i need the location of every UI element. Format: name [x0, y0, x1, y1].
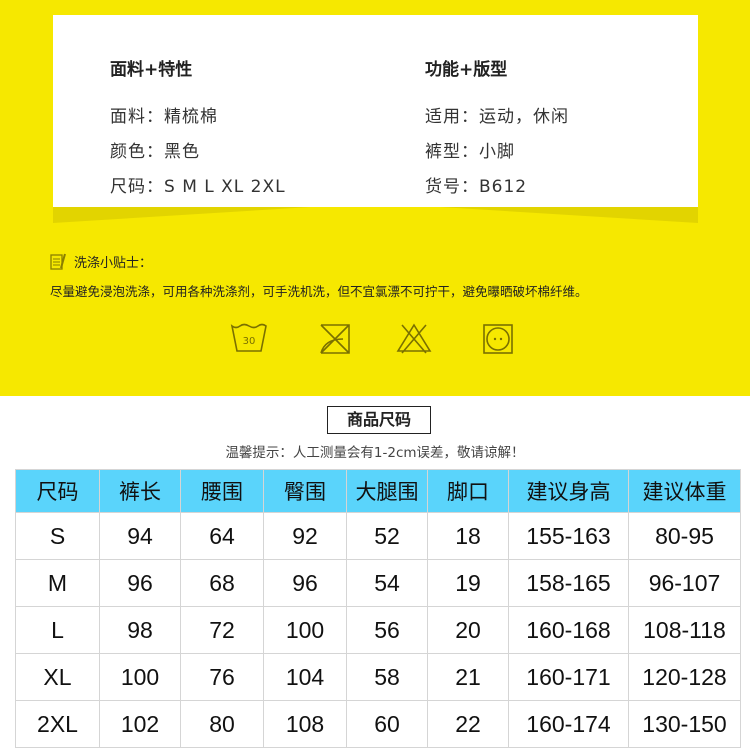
table-row: M 96 68 96 54 19 158-165 96-107 [15, 559, 741, 607]
table-cell: 96 [99, 559, 181, 607]
table-cell: 160-171 [508, 653, 629, 701]
column-header: 脚口 [427, 469, 509, 513]
table-cell: 160-174 [508, 700, 629, 748]
table-cell: 19 [427, 559, 509, 607]
table-row: L 98 72 100 56 20 160-168 108-118 [15, 606, 741, 654]
table-cell: 64 [180, 512, 264, 560]
item-number-line: 货号：B612 [425, 177, 528, 197]
column-header: 裤长 [99, 469, 181, 513]
table-cell: 98 [99, 606, 181, 654]
table-cell: 80-95 [628, 512, 741, 560]
table-cell: 130-150 [628, 700, 741, 748]
table-cell: 76 [180, 653, 264, 701]
table-cell: 160-168 [508, 606, 629, 654]
color-line: 颜色：黑色 [110, 142, 200, 162]
table-cell: 100 [263, 606, 347, 654]
care-title-text: 洗涤小贴士： [74, 256, 153, 271]
table-cell: S [15, 512, 100, 560]
size-table: 尺码 裤长 腰围 臀围 大腿围 脚口 建议身高 建议体重 S 94 64 92 52 18 155-163… [15, 469, 741, 748]
table-cell: 54 [346, 559, 428, 607]
table-cell: 108-118 [628, 606, 741, 654]
table-cell: 94 [99, 512, 181, 560]
fabric-line: 面料：精梳棉 [110, 107, 218, 127]
dry-clean-icon [483, 324, 513, 354]
function-column: 功能+版型 适用：运动，休闲 裤型：小脚 货号：B612 [425, 55, 569, 205]
table-cell: 104 [263, 653, 347, 701]
measurement-note: 温馨提示：人工测量会有1-2cm误差，敬请谅解！ [225, 445, 525, 461]
table-cell: 96 [263, 559, 347, 607]
table-cell: 155-163 [508, 512, 629, 560]
table-cell: 52 [346, 512, 428, 560]
table-cell: 68 [180, 559, 264, 607]
column-header: 臀围 [263, 469, 347, 513]
table-cell: 158-165 [508, 559, 629, 607]
table-cell: 100 [99, 653, 181, 701]
table-cell: 120-128 [628, 653, 741, 701]
table-row: XL 100 76 104 58 21 160-171 120-128 [15, 653, 741, 701]
table-row: 2XL 102 80 108 60 22 160-174 130-150 [15, 700, 741, 748]
care-text: 尽量避免浸泡洗涤，可用各种洗涤剂，可手洗机洗，但不宜氯漂不可拧干，避免曝晒破坏棉… [50, 284, 588, 299]
table-cell: 96-107 [628, 559, 741, 607]
wash-30-icon: 30 [230, 323, 267, 352]
table-cell: 18 [427, 512, 509, 560]
table-cell: M [15, 559, 100, 607]
table-cell: 20 [427, 606, 509, 654]
table-cell: 58 [346, 653, 428, 701]
feature-card: 面料+特性 面料：精梳棉 颜色：黑色 尺码：S M L XL 2XL 功能+版型… [53, 15, 698, 207]
table-cell: 80 [180, 700, 264, 748]
table-cell: 21 [427, 653, 509, 701]
column-header: 尺码 [15, 469, 100, 513]
table-cell: 92 [263, 512, 347, 560]
fabric-title: 面料+特性 [110, 60, 193, 80]
no-tumble-dry-icon [320, 324, 350, 354]
size-section-title: 商品尺码 [327, 406, 431, 434]
table-cell: XL [15, 653, 100, 701]
usage-line: 适用：运动，休闲 [425, 107, 569, 127]
column-header: 建议体重 [628, 469, 741, 513]
function-title: 功能+版型 [425, 60, 508, 80]
notepad-icon [50, 253, 66, 270]
table-cell: 72 [180, 606, 264, 654]
fit-line: 裤型：小脚 [425, 142, 515, 162]
table-cell: 2XL [15, 700, 100, 748]
column-header: 大腿围 [346, 469, 428, 513]
size-line: 尺码：S M L XL 2XL [110, 177, 286, 197]
column-header: 建议身高 [508, 469, 629, 513]
table-cell: 108 [263, 700, 347, 748]
care-title: 洗涤小贴士： [50, 252, 152, 271]
column-header: 腰围 [180, 469, 264, 513]
table-cell: 56 [346, 606, 428, 654]
fabric-column: 面料+特性 面料：精梳棉 颜色：黑色 尺码：S M L XL 2XL [110, 55, 286, 205]
wash-temp: 30 [243, 336, 256, 347]
table-cell: 22 [427, 700, 509, 748]
table-cell: 60 [346, 700, 428, 748]
table-cell: L [15, 606, 100, 654]
table-header-row: 尺码 裤长 腰围 臀围 大腿围 脚口 建议身高 建议体重 [15, 469, 741, 513]
table-cell: 102 [99, 700, 181, 748]
table-row: S 94 64 92 52 18 155-163 80-95 [15, 512, 741, 560]
no-bleach-icon [396, 323, 432, 354]
